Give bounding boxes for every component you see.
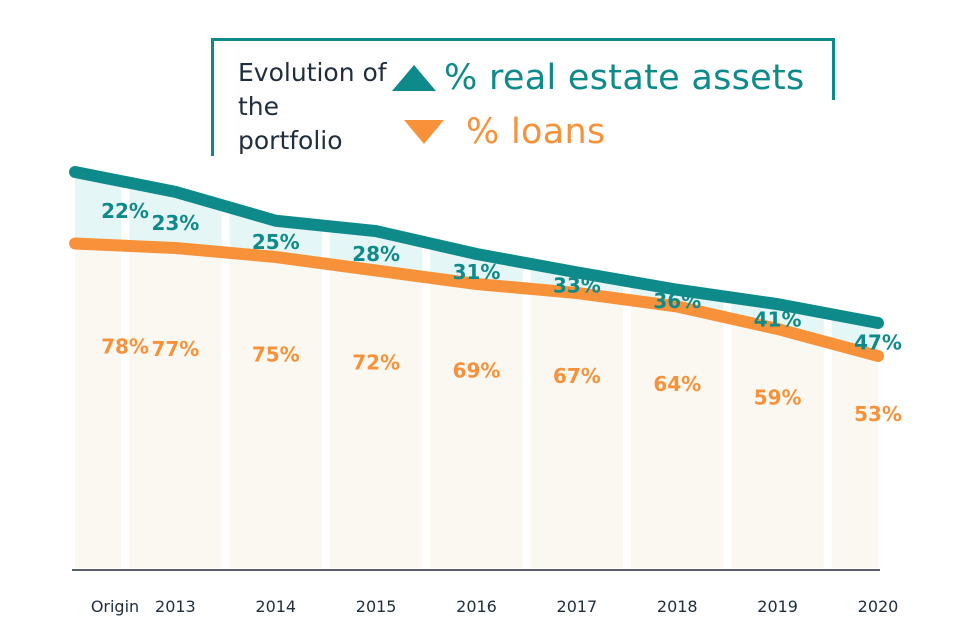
loans-data-label: 72%	[352, 351, 400, 375]
x-tick-label: 2013	[155, 597, 196, 616]
legend-real-estate-label: % real estate assets	[444, 58, 805, 98]
x-tick-label: 2015	[356, 597, 397, 616]
x-tick-label: 2017	[557, 597, 598, 616]
legend-frame	[211, 38, 835, 156]
x-tick-label: 2018	[657, 597, 698, 616]
real-estate-data-label: 28%	[352, 242, 400, 266]
column-separator	[221, 150, 230, 568]
triangle-down-icon	[404, 120, 444, 144]
loans-data-label: 53%	[854, 402, 902, 426]
loans-data-label: 75%	[252, 342, 300, 366]
loans-data-label: 78%	[101, 334, 149, 358]
real-estate-data-label: 33%	[553, 274, 601, 298]
triangle-up-icon	[392, 65, 436, 91]
real-estate-data-label: 25%	[252, 230, 300, 254]
column-separator	[422, 150, 431, 568]
real-estate-data-label: 22%	[101, 199, 149, 223]
legend-loans: % loans	[404, 112, 606, 152]
real-estate-data-label: 41%	[754, 308, 802, 332]
loans-data-label: 64%	[653, 372, 701, 396]
column-separator	[823, 150, 832, 568]
column-separator	[121, 150, 130, 568]
loans-line	[69, 237, 884, 362]
x-tick-label: 2019	[757, 597, 798, 616]
real-estate-data-label: 47%	[854, 331, 902, 355]
loans-data-label: 69%	[453, 359, 501, 383]
column-separator	[321, 150, 330, 568]
legend-real-estate: % real estate assets	[392, 58, 805, 98]
x-tick-label: Origin	[91, 597, 139, 616]
column-separator	[522, 150, 531, 568]
column-separator	[723, 150, 732, 568]
real-estate-data-label: 23%	[151, 211, 199, 235]
legend-loans-label: % loans	[466, 112, 606, 152]
loans-data-label: 59%	[754, 386, 802, 410]
x-tick-label: 2016	[456, 597, 497, 616]
real-estate-data-label: 36%	[653, 289, 701, 313]
real-estate-area	[75, 172, 878, 356]
x-tick-label: 2020	[858, 597, 899, 616]
x-tick-label: 2014	[255, 597, 296, 616]
real-estate-line	[69, 166, 884, 329]
real-estate-data-label: 31%	[453, 260, 501, 284]
loans-data-label: 77%	[151, 337, 199, 361]
loans-area	[75, 243, 878, 568]
legend-title: Evolution of the portfolio	[238, 58, 387, 155]
column-separator	[623, 150, 632, 568]
loans-data-label: 67%	[553, 364, 601, 388]
